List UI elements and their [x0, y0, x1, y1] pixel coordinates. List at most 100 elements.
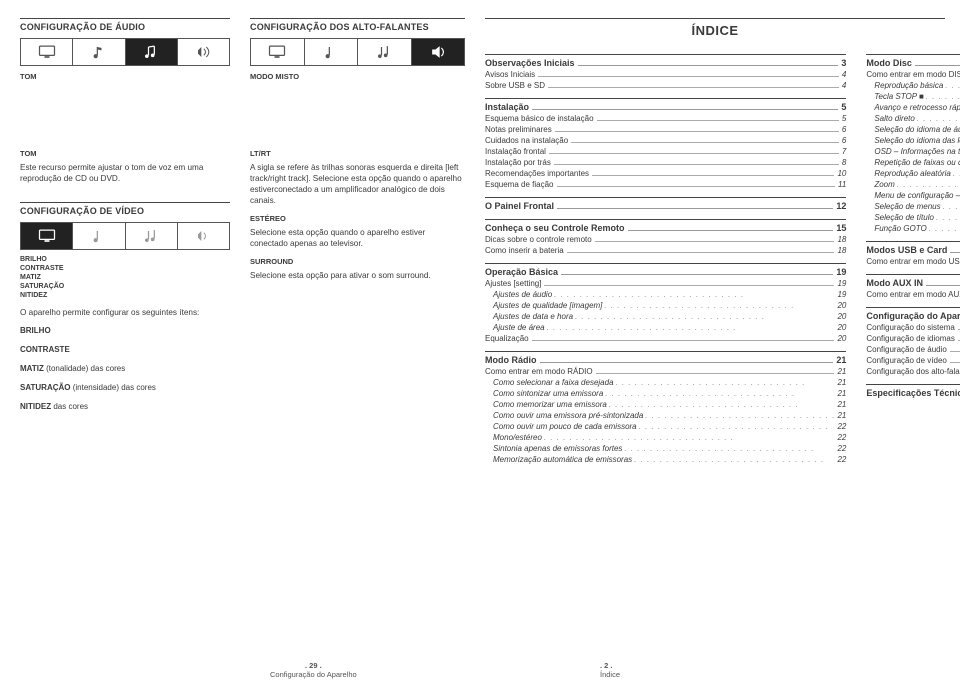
toc-section: Instalação5: [485, 98, 846, 112]
audio-config-title: CONFIGURAÇÃO DE ÁUDIO: [20, 18, 230, 32]
toc-section: Modo Disc23: [866, 54, 960, 68]
audio-sublabel: TOM: [20, 72, 230, 81]
tom-text: Este recurso permite ajustar o tom de vo…: [20, 162, 230, 184]
column-audio-video: CONFIGURAÇÃO DE ÁUDIO TOM TOM Este recur…: [20, 18, 230, 464]
speaker-sublabel: MODO MISTO: [250, 72, 465, 81]
toc-section: Especificações Técnicas30: [866, 384, 960, 398]
toc-subentry: Como ouvir um pouco de cada emissora. . …: [493, 422, 846, 431]
footer-caption: Índice: [600, 670, 620, 679]
video-def-row: BRILHO: [20, 326, 230, 335]
toc-subentry: Seleção do idioma de áudio. . . . . . . …: [874, 125, 960, 134]
video-item: SATURAÇÃO: [20, 283, 230, 290]
toc-subentry: Menu de configuração – tecla SETUP. . . …: [874, 191, 960, 200]
toc-entry: Recomendações importantes10: [485, 169, 846, 178]
toc-section: Configuração do Aparelho27: [866, 307, 960, 321]
column-speakers: CONFIGURAÇÃO DOS ALTO-FALANTES MODO MIST…: [250, 18, 465, 464]
video-def-row: CONTRASTE: [20, 345, 230, 354]
double-note-icon: [126, 223, 178, 249]
surround-text: Selecione esta opção para ativar o som s…: [250, 270, 465, 281]
video-def-row: MATIZ (tonalidade) das cores: [20, 364, 230, 373]
toc-entry: Como entrar em modo USB ou CARD25: [866, 257, 960, 266]
toc-section: Modo Rádio21: [485, 351, 846, 365]
monitor-icon: [251, 39, 305, 65]
footer-left: . 29 . Configuração do Aparelho: [270, 661, 357, 679]
toc-section: Observações Iniciais3: [485, 54, 846, 68]
video-item-list: BRILHOCONTRASTEMATIZSATURAÇÃONITIDEZ: [20, 256, 230, 299]
toc-entry: Cuidados na instalação6: [485, 136, 846, 145]
indice-title: ÍNDICE: [485, 18, 945, 38]
toc-entry: Esquema de fiação11: [485, 180, 846, 189]
toc-subentry: Salto direto. . . . . . . . . . . . . . …: [874, 114, 960, 123]
toc-entry: Sobre USB e SD4: [485, 81, 846, 90]
toc-subentry: Como memorizar uma emissora. . . . . . .…: [493, 400, 846, 409]
footer-caption: Configuração do Aparelho: [270, 670, 357, 679]
speaker-iconbar: [250, 38, 465, 66]
video-config-title: CONFIGURAÇÃO DE VÍDEO: [20, 202, 230, 216]
speaker-config-title: CONFIGURAÇÃO DOS ALTO-FALANTES: [250, 18, 465, 32]
ltrt-text: A sigla se refere às trilhas sonoras esq…: [250, 162, 465, 206]
column-indice: ÍNDICE Observações Iniciais3 Avisos Inici…: [485, 18, 945, 464]
estereo-text: Selecione esta opção quando o aparelho e…: [250, 227, 465, 249]
toc-entry: Configuração de vídeo29: [866, 356, 960, 365]
toc-section: Modo AUX IN26: [866, 274, 960, 288]
toc-subentry: Zoom. . . . . . . . . . . . . . . . . . …: [874, 180, 960, 189]
toc-subentry: Avanço e retrocesso rápidos. . . . . . .…: [874, 103, 960, 112]
toc-subentry: Como ouvir uma emissora pré-sintonizada.…: [493, 411, 846, 420]
sound-wave-icon: [178, 223, 229, 249]
video-item: CONTRASTE: [20, 265, 230, 272]
toc-subentry: Ajuste de área. . . . . . . . . . . . . …: [493, 323, 846, 332]
double-note-icon: [126, 39, 178, 65]
sound-wave-icon: [178, 39, 229, 65]
video-item: BRILHO: [20, 256, 230, 263]
toc-section: Conheça o seu Controle Remoto15: [485, 219, 846, 233]
toc-subentry: Ajustes de qualidade [imagem]. . . . . .…: [493, 301, 846, 310]
page-number: . 2 .: [600, 661, 620, 670]
audio-iconbar: [20, 38, 230, 66]
toc-subentry: Como selecionar a faixa desejada. . . . …: [493, 378, 846, 387]
music-note-icon: [73, 39, 125, 65]
toc-entry: Configuração do sistema27: [866, 323, 960, 332]
monitor-icon: [21, 39, 73, 65]
toc-entry: Notas preliminares6: [485, 125, 846, 134]
video-item: NITIDEZ: [20, 292, 230, 299]
toc-section: Modos USB e Card25: [866, 241, 960, 255]
video-def-row: SATURAÇÃO (intensidade) das cores: [20, 383, 230, 392]
page-root: CONFIGURAÇÃO DE ÁUDIO TOM TOM Este recur…: [20, 18, 940, 464]
toc-subentry: Seleção de menus. . . . . . . . . . . . …: [874, 202, 960, 211]
music-note-icon: [305, 39, 359, 65]
toc-entry: Ajustes [setting]19: [485, 279, 846, 288]
toc-subentry: Seleção de título. . . . . . . . . . . .…: [874, 213, 960, 222]
toc-subentry: Memorização automática de emissoras. . .…: [493, 455, 846, 464]
music-note-icon: [73, 223, 125, 249]
toc-left-col: Observações Iniciais3 Avisos Iniciais4 Sob…: [485, 46, 846, 464]
footer-right: . 2 . Índice: [600, 661, 620, 679]
toc-right-col: Modo Disc23 Como entrar em modo DISC23 Rep…: [866, 46, 960, 464]
toc-subentry: Seleção do idioma das legendas. . . . . …: [874, 136, 960, 145]
toc-subentry: OSD – Informações na tela. . . . . . . .…: [874, 147, 960, 156]
toc-subentry: Mono/estéreo. . . . . . . . . . . . . . …: [493, 433, 846, 442]
toc-subentry: Reprodução aleatória. . . . . . . . . . …: [874, 169, 960, 178]
toc-subentry: Como sintonizar uma emissora. . . . . . …: [493, 389, 846, 398]
estereo-heading: ESTÉREO: [250, 214, 465, 223]
toc-section: O Painel Frontal12: [485, 197, 846, 211]
toc-entry: Instalação frontal7: [485, 147, 846, 156]
toc-entry: Configuração de idiomas28: [866, 334, 960, 343]
toc-entry: Avisos Iniciais4: [485, 70, 846, 79]
video-definitions: BRILHO CONTRASTE MATIZ (tonalidade) das co…: [20, 326, 230, 411]
toc-entry: Como entrar em modo AUX IN26: [866, 290, 960, 299]
toc-entry: Instalação por trás8: [485, 158, 846, 167]
video-def-row: NITIDEZ das cores: [20, 402, 230, 411]
toc-section: Operação Básica19: [485, 263, 846, 277]
toc-subentry: Reprodução básica. . . . . . . . . . . .…: [874, 81, 960, 90]
toc-subentry: Tecla STOP ■. . . . . . . . . . . . . . …: [874, 92, 960, 101]
tom-heading: TOM: [20, 149, 230, 158]
toc-subentry: Ajustes de data e hora. . . . . . . . . …: [493, 312, 846, 321]
double-note-icon: [358, 39, 412, 65]
toc-subentry: Sintonia apenas de emissoras fortes. . .…: [493, 444, 846, 453]
toc-subentry: Ajustes de áudio. . . . . . . . . . . . …: [493, 290, 846, 299]
toc-entry: Como entrar em modo RÁDIO21: [485, 367, 846, 376]
video-intro-text: O aparelho permite configurar os seguint…: [20, 307, 230, 318]
toc-entry: Como entrar em modo DISC23: [866, 70, 960, 79]
ltrt-heading: LT/RT: [250, 149, 465, 158]
monitor-icon: [21, 223, 73, 249]
